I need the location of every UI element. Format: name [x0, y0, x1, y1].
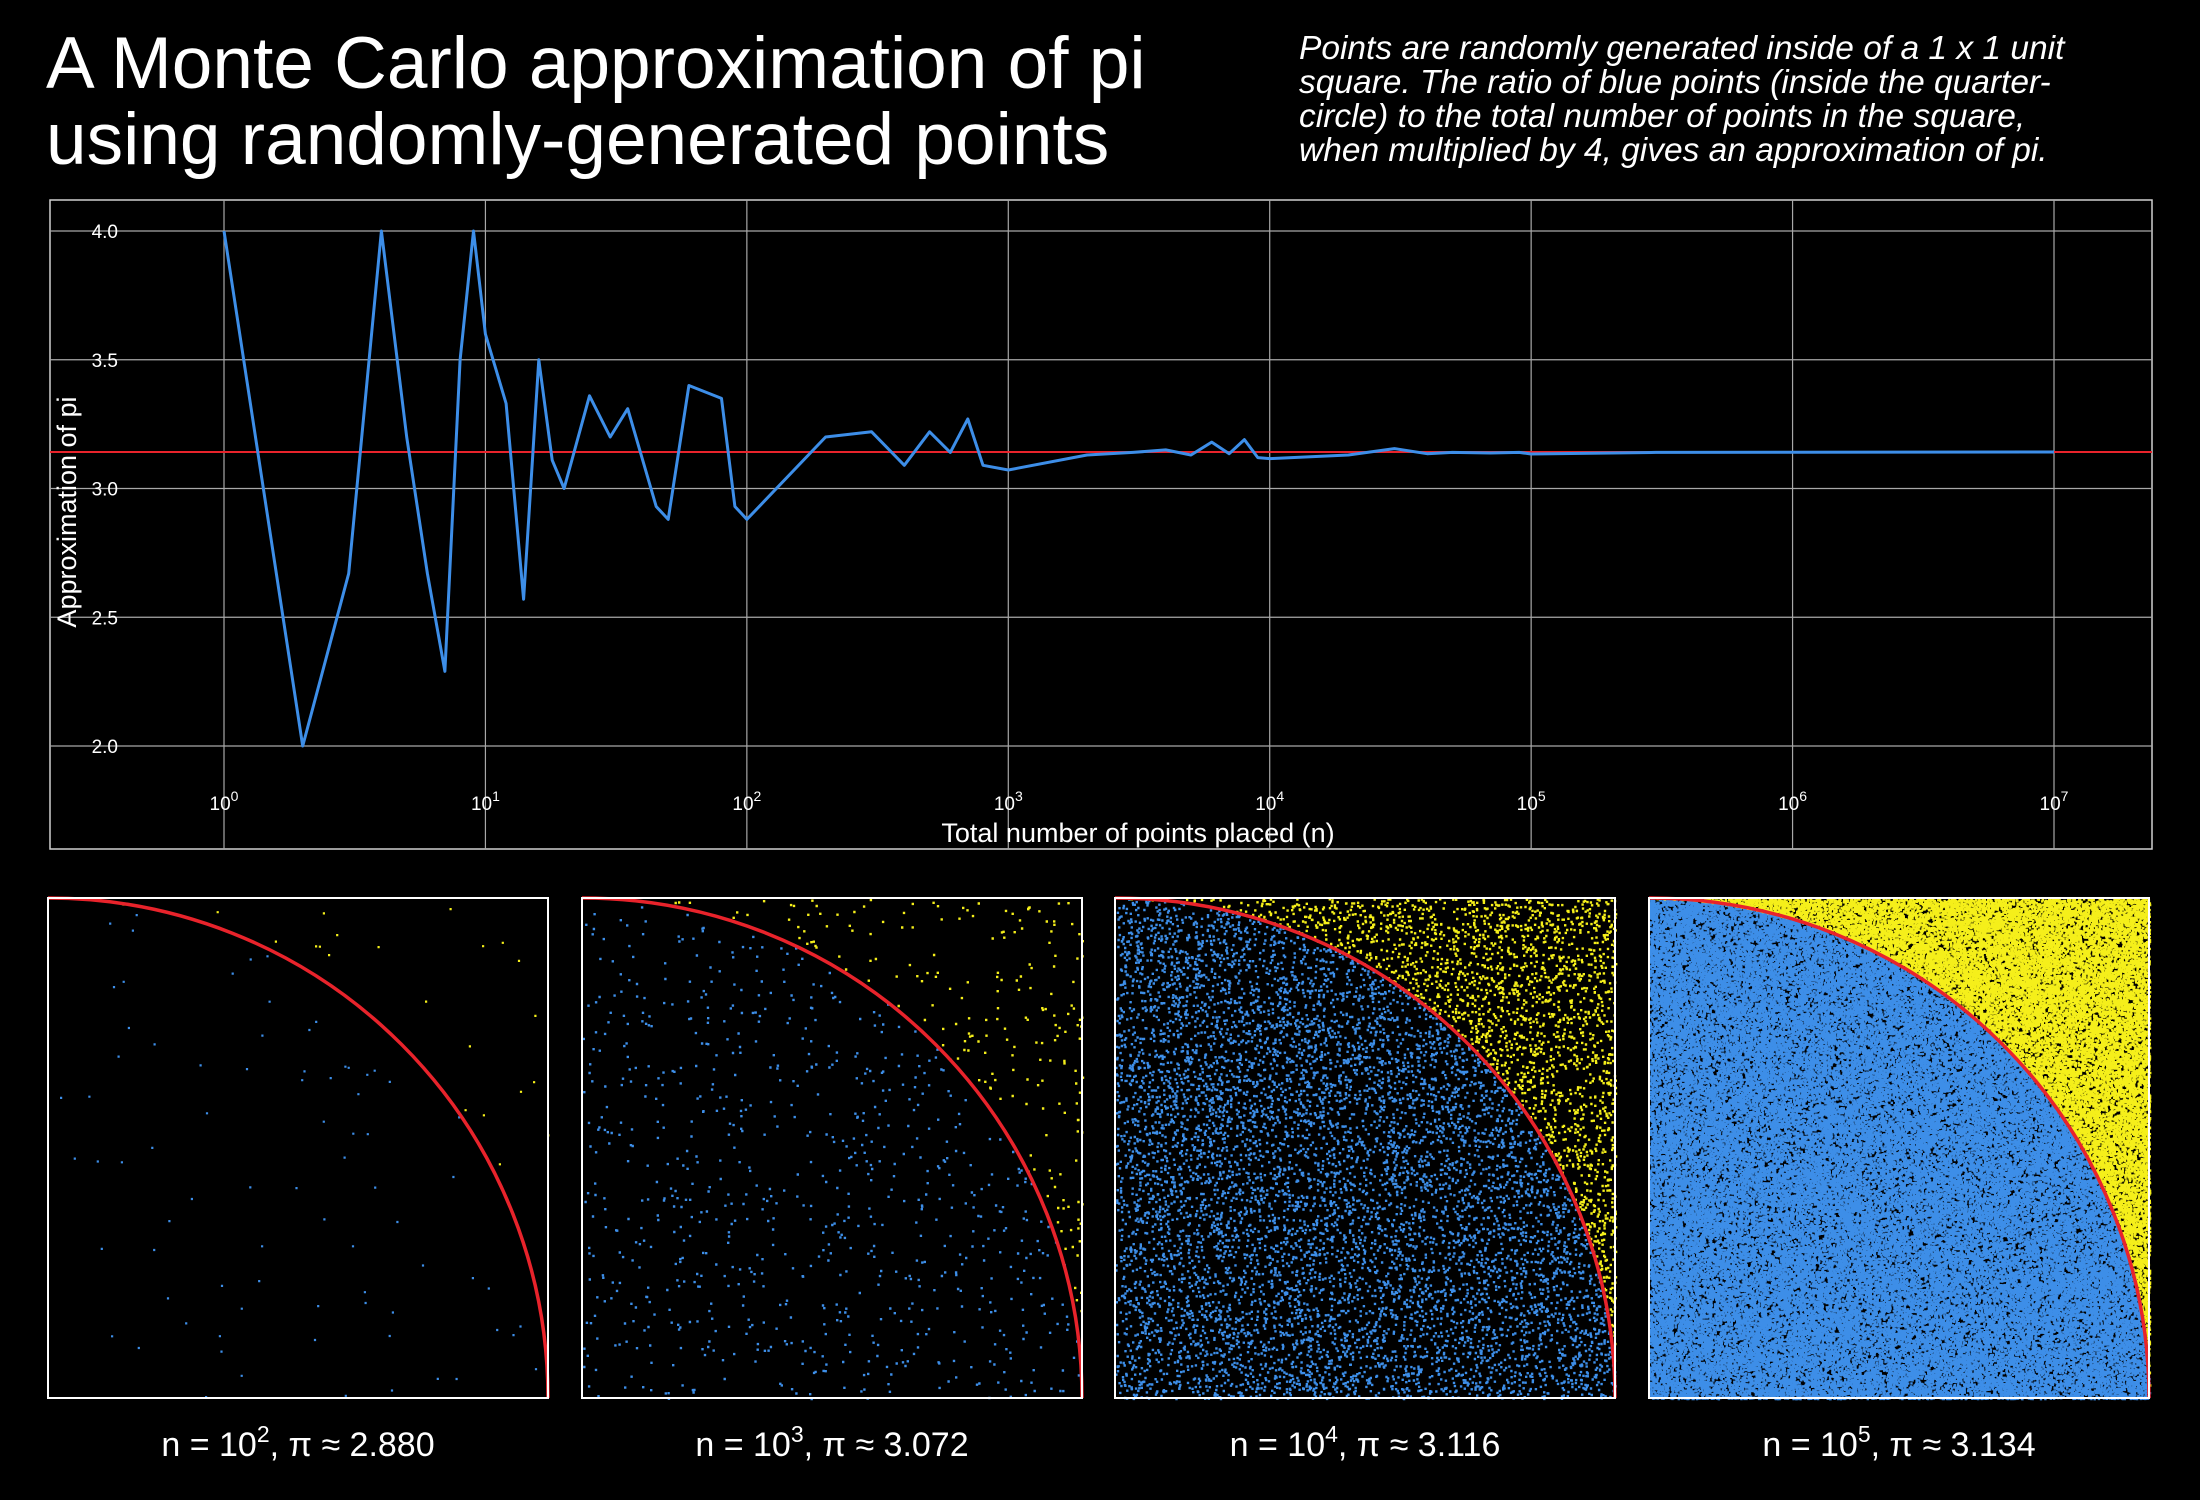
panel-caption: n = 104, π ≈ 3.116 — [1230, 1421, 1501, 1464]
x-tick-label: 102 — [732, 788, 761, 815]
scatter-panel — [1114, 896, 1618, 1401]
scatter-panel — [1648, 896, 2152, 1401]
subtitle-line-4: when multiplied by 4, gives an approxima… — [1299, 132, 2048, 169]
panel-frame — [581, 897, 1083, 1399]
x-tick-label: 106 — [1778, 788, 1807, 815]
x-tick-label: 100 — [210, 788, 239, 815]
panel-caption: n = 102, π ≈ 2.880 — [161, 1421, 434, 1464]
panel-caption: n = 105, π ≈ 3.134 — [1762, 1421, 2035, 1464]
x-tick-label: 105 — [1517, 788, 1546, 815]
panel-background — [582, 898, 1082, 1398]
scatter-panel — [47, 896, 550, 1399]
outside-points — [1656, 898, 2152, 1387]
y-tick-label: 2.0 — [92, 737, 118, 758]
chart-title: A Monte Carlo approximation of pi using … — [46, 26, 1266, 178]
title-line-1: A Monte Carlo approximation of pi — [46, 23, 1146, 104]
panel-background — [48, 898, 548, 1398]
x-axis-label: Total number of points placed (n) — [941, 818, 1334, 848]
quarter-circle-arc — [47, 896, 550, 1399]
subtitle-line-2: square. The ratio of blue points (inside… — [1299, 64, 2051, 101]
panel-frame — [47, 897, 549, 1399]
x-tick-label: 101 — [471, 788, 500, 815]
plot-frame — [49, 199, 2153, 850]
panel-frame — [1648, 897, 2150, 1399]
y-tick-label: 2.5 — [92, 608, 118, 629]
outside-points — [1130, 898, 1618, 1362]
scatter-panel — [581, 896, 1085, 1401]
x-tick-label: 103 — [994, 788, 1023, 815]
inside-points — [1649, 898, 2152, 1401]
panel-caption: n = 103, π ≈ 3.072 — [695, 1421, 968, 1464]
subtitle-line-1: Points are randomly generated inside of … — [1299, 30, 2065, 67]
title-line-2: using randomly-generated points — [46, 99, 1110, 180]
panel-frame — [1114, 897, 1616, 1399]
quarter-circle-arc — [1648, 896, 2151, 1399]
x-tick-label: 107 — [2040, 788, 2069, 815]
convergence-line-chart: 2.0 2.5 3.0 3.5 4.0 100 101 102 103 104 105 106 107 T… — [49, 199, 2153, 850]
quarter-circle-arc — [581, 896, 1084, 1399]
y-tick-label: 3.5 — [92, 351, 118, 372]
y-tick-label: 4.0 — [92, 222, 118, 243]
quarter-circle-arc — [1114, 896, 1617, 1399]
approximation-series-line — [222, 229, 2055, 748]
inside-points — [1115, 898, 1617, 1401]
x-tick-label: 104 — [1255, 788, 1284, 815]
y-tick-label: 3.0 — [92, 480, 118, 501]
chart-subtitle: Points are randomly generated inside of … — [1299, 32, 2179, 168]
y-axis-label: Approximation of pi — [52, 396, 82, 627]
subtitle-line-3: circle) to the total number of points in… — [1299, 98, 2026, 135]
